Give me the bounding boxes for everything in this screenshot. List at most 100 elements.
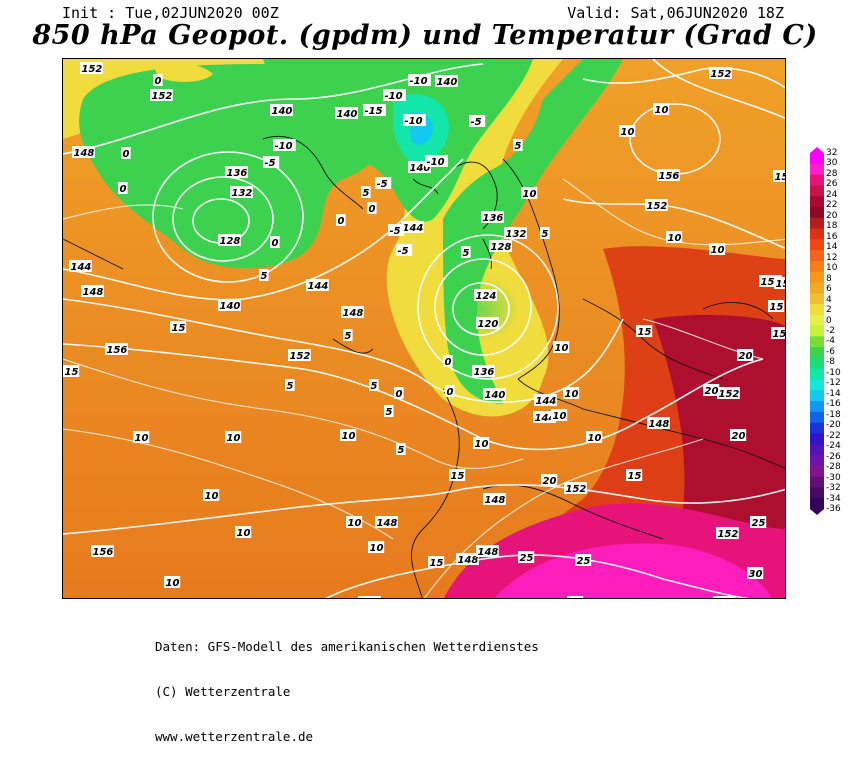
temperature-label-box: [388, 224, 405, 236]
temperature-label-text: -10: [405, 116, 423, 127]
geopotential-label: 152: [709, 67, 732, 80]
temperature-label: 10: [203, 489, 220, 502]
colorbar-swatch: [810, 465, 824, 478]
geopotential-label-text: 140: [337, 109, 358, 120]
geopotential-label-box: [81, 285, 104, 297]
colorbar-tick-label: -30: [826, 472, 841, 483]
colorbar-swatch: [810, 476, 824, 488]
temperature-label: 5: [513, 139, 523, 152]
temperature-label-box: [394, 387, 404, 399]
geopotential-label-text: 140: [437, 77, 458, 88]
temperature-label-text: 15: [451, 471, 465, 482]
temperature-label: 10: [619, 125, 636, 138]
temperature-label-box: [518, 551, 535, 563]
temperature-label-box: [363, 104, 386, 116]
temperature-label-text: 0: [369, 204, 376, 215]
temperature-label: 10: [133, 431, 150, 444]
temperature-label-box: [369, 379, 379, 391]
temperature-label-text: 15: [430, 558, 444, 569]
geopotential-label-box: [358, 596, 381, 598]
temperature-label-text: 5: [463, 248, 470, 259]
temperature-label: 10: [553, 341, 570, 354]
colorbar-tick-label: 10: [826, 263, 838, 274]
temperature-label-text: 10: [370, 543, 384, 554]
temperature-label-text: 25: [752, 518, 766, 529]
geopotential-label-text: 132: [506, 229, 527, 240]
geopotential-label-text: 148: [377, 518, 398, 529]
geopotential-label-text: 152: [719, 389, 740, 400]
colorbar-swatch: [810, 422, 824, 434]
temperature-label-box: [461, 246, 471, 258]
colorbar-tick-label: -6: [826, 346, 835, 357]
temperature-label: 15: [63, 365, 80, 378]
geopotential-label-text: 152: [82, 64, 103, 75]
temperature-label: -10: [403, 114, 426, 127]
geopotential-label-box: [483, 493, 506, 505]
geopotential-label-text: 136: [483, 213, 504, 224]
geopotential-label-box: [69, 260, 92, 272]
geopotential-label: 144: [534, 394, 557, 407]
temperature-label-text: 10: [348, 518, 362, 529]
geopotential-label: 144: [533, 411, 556, 424]
colorbar-tick-label: 26: [826, 179, 838, 190]
temperature-label-text: 10: [237, 528, 251, 539]
temperature-label-text: 15: [172, 323, 186, 334]
temperature-label: -10: [425, 155, 448, 168]
temperature-label: 5: [396, 443, 406, 456]
geopotential-label-text: 120: [478, 319, 499, 330]
temperature-label-text: 10: [342, 431, 356, 442]
temperature-label: 15: [428, 556, 445, 569]
geopotential-label-box: [375, 516, 398, 528]
colorbar-swatch: [810, 174, 824, 186]
map-canvas: 1521521401401401481361321281401441361321…: [63, 59, 785, 598]
temperature-label: -5: [396, 244, 413, 257]
temperature-label: 10: [225, 431, 242, 444]
temperature-label: 0: [270, 236, 280, 249]
colorbar-tick-label: 4: [826, 294, 832, 305]
geopotential-label: 152: [771, 327, 785, 340]
colorbar-swatch: [810, 293, 824, 305]
temperature-label: 15: [170, 321, 187, 334]
temperature-label: 5: [461, 246, 471, 259]
geopotential-label: 128: [218, 234, 241, 247]
colorbar-swatch: [810, 271, 824, 283]
temperature-label-box: [368, 541, 385, 553]
colorbar-tick-label: -22: [826, 430, 841, 441]
temperature-label-text: 25: [520, 553, 534, 564]
colorbar-swatch: [810, 325, 824, 337]
temperature-label: 10: [551, 409, 568, 422]
geopotential-label: 128: [489, 240, 512, 253]
temperature-label: 0: [445, 385, 455, 398]
temperature-label-box: [263, 156, 280, 168]
geopotential-label-box: [218, 299, 241, 311]
geopotential-label-box: [230, 186, 253, 198]
temperature-label-text: 10: [227, 433, 241, 444]
geopotential-label: 152: [80, 62, 103, 75]
footer-data-source: Daten: GFS-Modell des amerikanischen Wet…: [155, 639, 539, 654]
geopotential-label-box: [91, 545, 114, 557]
geopotential-label-text: 156: [93, 547, 114, 558]
colorbar-tick-label: 28: [826, 168, 838, 179]
footer-copyright: (C) Wetterzentrale: [155, 684, 291, 699]
temperature-label-text: -5: [471, 117, 482, 128]
geopotential-label: 152: [564, 482, 587, 495]
temperature-label: 20: [730, 429, 747, 442]
colorbar-swatch: [810, 314, 824, 327]
geopotential-label-box: [435, 75, 458, 87]
colorbar-tick-label: 20: [826, 210, 838, 221]
geopotential-label-box: [476, 317, 499, 329]
colorbar-tick-label: 16: [826, 231, 838, 242]
temperature-label-box: [563, 387, 580, 399]
temperature-label-box: [513, 139, 523, 151]
temperature-label-box: [396, 244, 413, 256]
temperature-label-text: 10: [565, 389, 579, 400]
geopotential-label: 124: [474, 289, 497, 302]
geopotential-label-text: 144: [71, 262, 92, 273]
temperature-label-box: [343, 329, 353, 341]
colorbar-tick-label: -32: [826, 483, 841, 494]
geopotential-label: 144: [306, 279, 329, 292]
temperature-label: 5: [361, 186, 371, 199]
temperature-label: -5: [263, 156, 280, 169]
colorbar-tick-label: -28: [826, 462, 841, 473]
